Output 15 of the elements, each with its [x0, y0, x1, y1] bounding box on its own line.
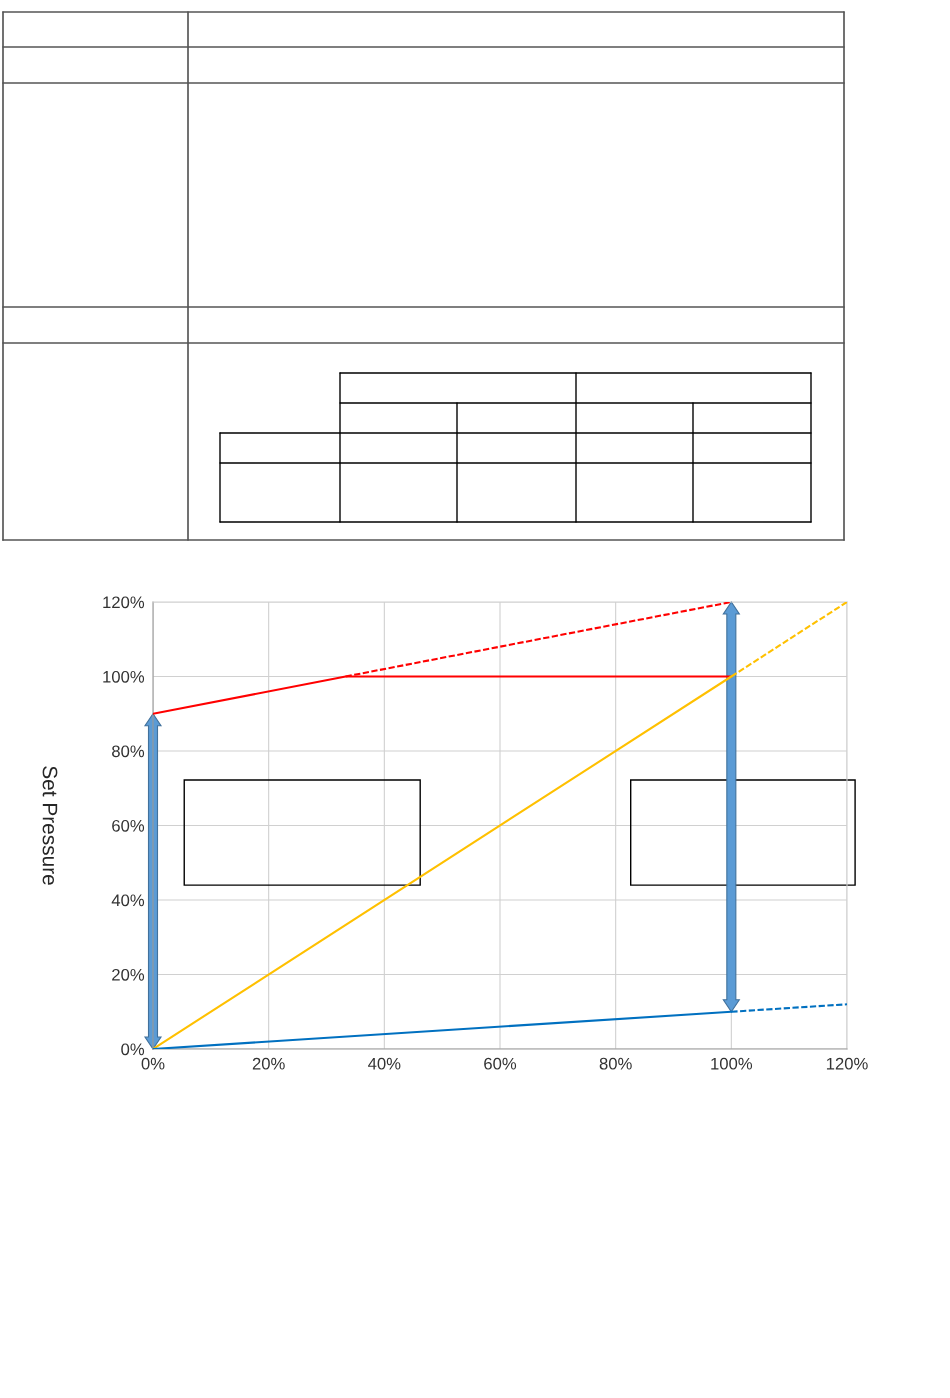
x-tick-label: 120% — [826, 1057, 868, 1070]
x-tick-label: 80% — [599, 1057, 632, 1070]
y-tick-label: 40% — [111, 894, 145, 907]
y-tick-label: 0% — [121, 1043, 145, 1056]
y-tick-label: 20% — [112, 968, 145, 981]
x-tick-label: 20% — [252, 1057, 285, 1070]
x-tick-label: 40% — [368, 1057, 401, 1070]
x-tick-label: 100% — [711, 1057, 753, 1070]
y-axis-title: Set Pressure — [42, 766, 58, 885]
x-tick-label: 60% — [484, 1057, 517, 1070]
y-tick-label: 60% — [112, 819, 145, 832]
y-tick-label: 120% — [103, 596, 145, 609]
y-tick-label: 80% — [112, 745, 145, 758]
y-tick-label: 100% — [103, 670, 145, 683]
x-tick-label: 0% — [141, 1057, 165, 1070]
